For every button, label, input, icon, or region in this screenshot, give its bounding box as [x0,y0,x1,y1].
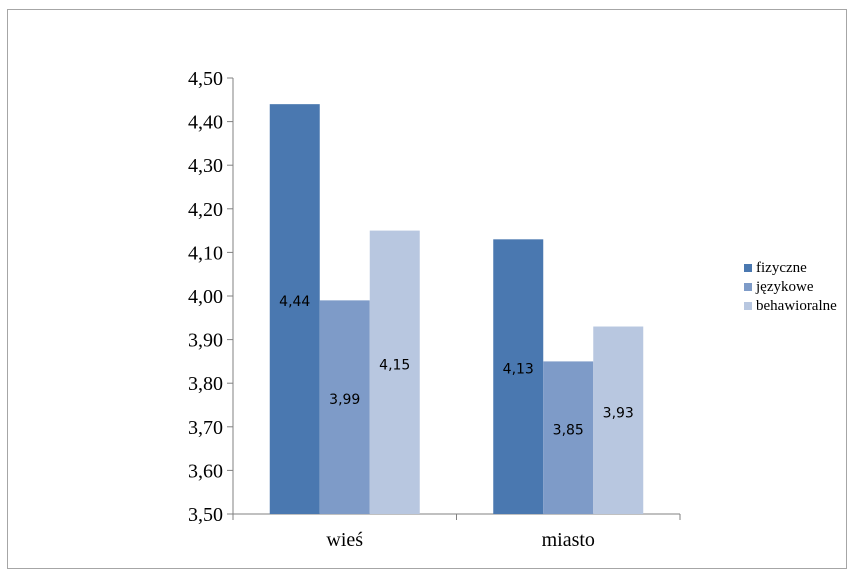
legend-swatch [744,302,752,310]
axes: 3,50 3,60 3,70 3,80 3,90 4,00 4,10 4,20 4,30 4,40… [188,68,681,551]
bar-fizyczne-1 [493,239,544,514]
legend-swatch [744,283,752,291]
data-labels: 4,44 3,99 4,15 4,13 3,85 3,93 [279,294,634,439]
bar-językowe-0 [319,300,370,514]
data-label: 4,13 [503,362,534,378]
y-tick-label: 4,50 [188,68,223,90]
x-category-label: wieś [326,529,363,551]
data-label: 3,99 [329,392,360,408]
data-label: 4,44 [279,294,310,310]
y-tick-label: 4,30 [188,155,223,177]
legend-label: behawioralne [756,298,837,314]
bar-behawioralne-0 [369,230,420,514]
data-label: 3,85 [553,423,584,439]
chart-frame [7,9,847,569]
y-tick-label: 3,60 [188,460,223,482]
legend: fizyczne językowe behawioralne [744,260,837,314]
legend-label: językowe [755,279,814,295]
bars [269,104,644,514]
y-tick-label: 3,80 [188,373,223,395]
y-tick-label: 3,90 [188,330,223,352]
data-label: 4,15 [379,357,410,373]
y-tick-label: 4,40 [188,112,223,134]
bar-behawioralne-1 [593,326,644,514]
y-tick-label: 3,50 [188,504,223,526]
y-tick-label: 4,10 [188,242,223,264]
legend-label: fizyczne [756,260,807,276]
legend-swatch [744,264,752,272]
bar-fizyczne-0 [269,104,320,514]
y-tick-label: 4,00 [188,286,223,308]
x-category-label: miasto [542,529,595,551]
y-tick-label: 3,70 [188,417,223,439]
data-label: 3,93 [603,405,634,421]
y-tick-label: 4,20 [188,199,223,221]
bar-językowe-1 [543,361,594,514]
